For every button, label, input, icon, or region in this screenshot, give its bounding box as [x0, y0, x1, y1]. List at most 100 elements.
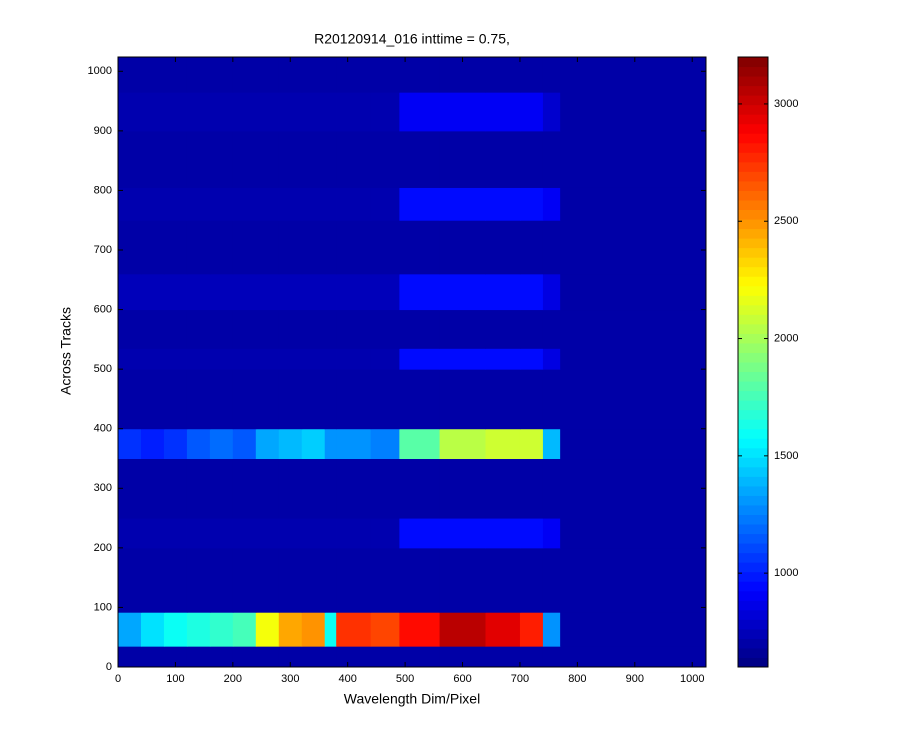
- colorbar-step: [738, 457, 768, 468]
- heatmap-cell: [140, 369, 165, 430]
- colorbar-step: [738, 590, 768, 601]
- colorbar-step: [738, 199, 768, 210]
- heatmap-cell: [232, 428, 257, 460]
- heatmap-cell: [542, 348, 561, 370]
- y-tick-label: 200: [94, 542, 112, 554]
- heatmap-cell: [232, 458, 257, 519]
- heatmap-cell: [439, 220, 486, 275]
- colorbar-step: [738, 371, 768, 382]
- heatmap-cell: [301, 309, 326, 349]
- colorbar-step: [738, 266, 768, 277]
- heatmap-cell: [399, 547, 441, 613]
- heatmap-cell: [118, 130, 142, 188]
- colorbar-step: [738, 466, 768, 477]
- heatmap-cell: [209, 369, 234, 430]
- heatmap-cell: [439, 547, 486, 613]
- heatmap-cell: [370, 57, 400, 93]
- heatmap-cell: [278, 612, 303, 647]
- heatmap-cell: [301, 92, 326, 132]
- heatmap-cell: [324, 130, 337, 188]
- heatmap-cell: [370, 646, 400, 668]
- heatmap-cell: [278, 273, 303, 311]
- x-tick-label: 600: [453, 673, 471, 685]
- heatmap-cell: [118, 57, 142, 93]
- heatmap-cell: [301, 518, 326, 549]
- heatmap-cell: [324, 428, 337, 460]
- heatmap-cell: [399, 187, 441, 221]
- heatmap-cell: [140, 220, 165, 275]
- colorbar-step: [738, 57, 768, 68]
- heatmap-cell: [140, 309, 165, 349]
- x-axis-label: Wavelength Dim/Pixel: [344, 691, 480, 707]
- heatmap-cell: [519, 57, 544, 93]
- heatmap-cell: [163, 369, 188, 430]
- colorbar-step: [738, 238, 768, 249]
- colorbar-step: [738, 628, 768, 639]
- heatmap-cell: [324, 518, 337, 549]
- heatmap-cell: [186, 612, 211, 647]
- heatmap-cell: [336, 547, 372, 613]
- heatmap-cell: [255, 547, 280, 613]
- heatmap-cell: [485, 57, 521, 93]
- colorbar-step: [738, 285, 768, 296]
- colorbar-step: [738, 133, 768, 144]
- heatmap-cell: [560, 273, 707, 311]
- heatmap-cell: [336, 646, 372, 668]
- colorbar-step: [738, 381, 768, 392]
- colorbar-step: [738, 123, 768, 134]
- heatmap-cell: [163, 187, 188, 221]
- heatmap-cell: [324, 612, 337, 647]
- y-tick-label: 700: [94, 244, 112, 256]
- y-tick-label: 900: [94, 125, 112, 137]
- heatmap-cell: [278, 458, 303, 519]
- colorbar-step: [738, 419, 768, 430]
- heatmap-cell: [186, 92, 211, 132]
- heatmap-cell: [485, 518, 521, 549]
- heatmap-cell: [186, 646, 211, 668]
- heatmap-cell: [485, 348, 521, 370]
- colorbar-step: [738, 533, 768, 544]
- heatmap-cell: [163, 92, 188, 132]
- heatmap-cell: [232, 348, 257, 370]
- heatmap-cell: [370, 92, 400, 132]
- heatmap-cell: [324, 458, 337, 519]
- heatmap-cell: [336, 187, 372, 221]
- heatmap-cell: [519, 92, 544, 132]
- colorbar-step: [738, 619, 768, 630]
- heatmap-cell: [560, 57, 707, 93]
- colorbar-step: [738, 485, 768, 496]
- colorbar-step: [738, 95, 768, 106]
- heatmap-cell: [255, 187, 280, 221]
- x-tick-label: 800: [568, 673, 586, 685]
- heatmap-cell: [278, 92, 303, 132]
- heatmap-cell: [209, 220, 234, 275]
- heatmap-cell: [542, 612, 561, 647]
- heatmap-cell: [519, 220, 544, 275]
- colorbar-step: [738, 161, 768, 172]
- colorbar-step: [738, 400, 768, 411]
- colorbar-step: [738, 362, 768, 373]
- heatmap-cell: [560, 130, 707, 188]
- heatmap-cell: [163, 547, 188, 613]
- heatmap-cell: [399, 309, 441, 349]
- x-tick-label: 200: [224, 673, 242, 685]
- heatmap-cell: [232, 547, 257, 613]
- heatmap-cell: [336, 309, 372, 349]
- colorbar-step: [738, 104, 768, 115]
- heatmap-cell: [118, 646, 142, 668]
- heatmap-cell: [519, 309, 544, 349]
- heatmap-cell: [542, 57, 561, 93]
- colorbar-step: [738, 409, 768, 420]
- heatmap-cell: [324, 547, 337, 613]
- heatmap-cell: [278, 220, 303, 275]
- heatmap-cell: [399, 428, 441, 460]
- heatmap-cell: [301, 428, 326, 460]
- heatmap-cell: [255, 646, 280, 668]
- heatmap-cell: [163, 273, 188, 311]
- heatmap-cell: [485, 612, 521, 647]
- heatmap-cell: [140, 92, 165, 132]
- heatmap-cell: [519, 428, 544, 460]
- heatmap-cell: [186, 369, 211, 430]
- heatmap-cell: [324, 646, 337, 668]
- heatmap-cell: [186, 220, 211, 275]
